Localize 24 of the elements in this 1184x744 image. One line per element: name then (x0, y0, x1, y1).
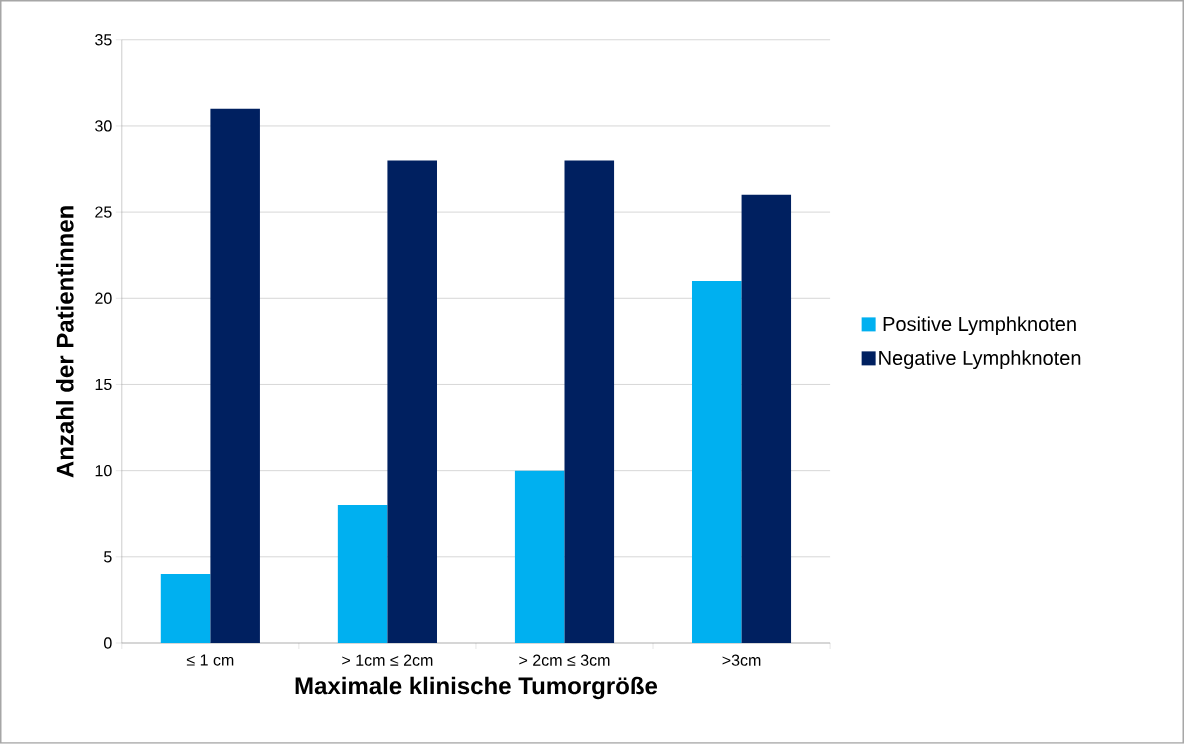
bar (337, 505, 388, 644)
y-tick-label: 5 (104, 551, 112, 563)
y-tick-label: 0 (104, 637, 112, 649)
bar (387, 160, 437, 644)
x-axis-title: Maximale klinische Tumorgröße (295, 676, 658, 700)
legend-label: Positive Lymphknoten (883, 316, 1076, 336)
x-tick-label: > 2cm ≤ 3cm (519, 654, 610, 666)
x-tick-label: ≤ 1 cm (186, 654, 234, 666)
y-tick-label: 20 (95, 292, 112, 305)
bar (741, 194, 792, 644)
y-tick-label: 25 (95, 206, 112, 218)
bar (210, 108, 260, 644)
y-tick-label: 30 (95, 120, 112, 132)
bar (564, 160, 615, 644)
y-tick-label: 15 (95, 378, 112, 391)
y-tick-label: 35 (95, 34, 112, 46)
y-tick-label: 10 (95, 465, 112, 477)
legend-label: Negative Lymphknoten (879, 350, 1081, 370)
bar (514, 470, 565, 644)
y-axis-title: Anzahl der Patientinnen (56, 206, 74, 478)
x-tick-label: > 1cm ≤ 2cm (342, 654, 433, 666)
bar (160, 574, 211, 644)
bar (691, 281, 742, 644)
x-tick-label: >3cm (722, 654, 761, 666)
